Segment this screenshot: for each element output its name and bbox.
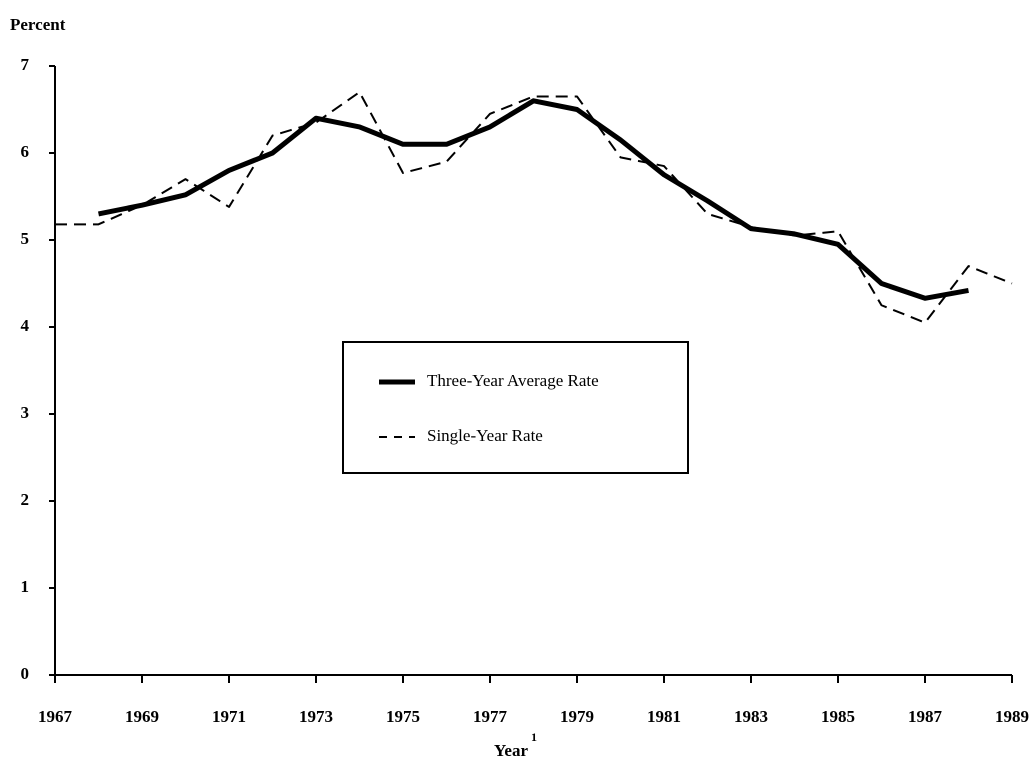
x-tick-label: 1987 bbox=[908, 707, 943, 726]
y-axis-label: Percent bbox=[10, 15, 66, 34]
legend-label: Single-Year Rate bbox=[427, 426, 543, 445]
series-line bbox=[98, 98, 969, 301]
series-line bbox=[55, 91, 1013, 324]
y-tick-label: 2 bbox=[21, 490, 30, 509]
legend-label: Three-Year Average Rate bbox=[427, 371, 599, 390]
x-tick-label: 1973 bbox=[299, 707, 333, 726]
y-tick-label: 6 bbox=[21, 142, 30, 161]
x-tick-label: 1977 bbox=[473, 707, 508, 726]
y-tick-label: 4 bbox=[21, 316, 30, 335]
x-tick-label: 1983 bbox=[734, 707, 768, 726]
x-tick-label: 1985 bbox=[821, 707, 855, 726]
y-tick-label: 7 bbox=[21, 55, 30, 74]
x-tick-label: 1969 bbox=[125, 707, 159, 726]
y-tick-label: 5 bbox=[21, 229, 30, 248]
y-tick-label: 1 bbox=[21, 577, 30, 596]
x-axis-label: Year bbox=[494, 741, 528, 760]
x-tick-label: 1971 bbox=[212, 707, 246, 726]
y-tick-label: 3 bbox=[21, 403, 30, 422]
x-axis-footnote: 1 bbox=[531, 730, 537, 744]
x-tick-label: 1989 bbox=[995, 707, 1029, 726]
y-tick-label: 0 bbox=[21, 664, 30, 683]
x-tick-label: 1979 bbox=[560, 707, 594, 726]
x-tick-label: 1967 bbox=[38, 707, 73, 726]
x-tick-label: 1975 bbox=[386, 707, 420, 726]
legend-box bbox=[342, 341, 689, 474]
x-tick-label: 1981 bbox=[647, 707, 681, 726]
